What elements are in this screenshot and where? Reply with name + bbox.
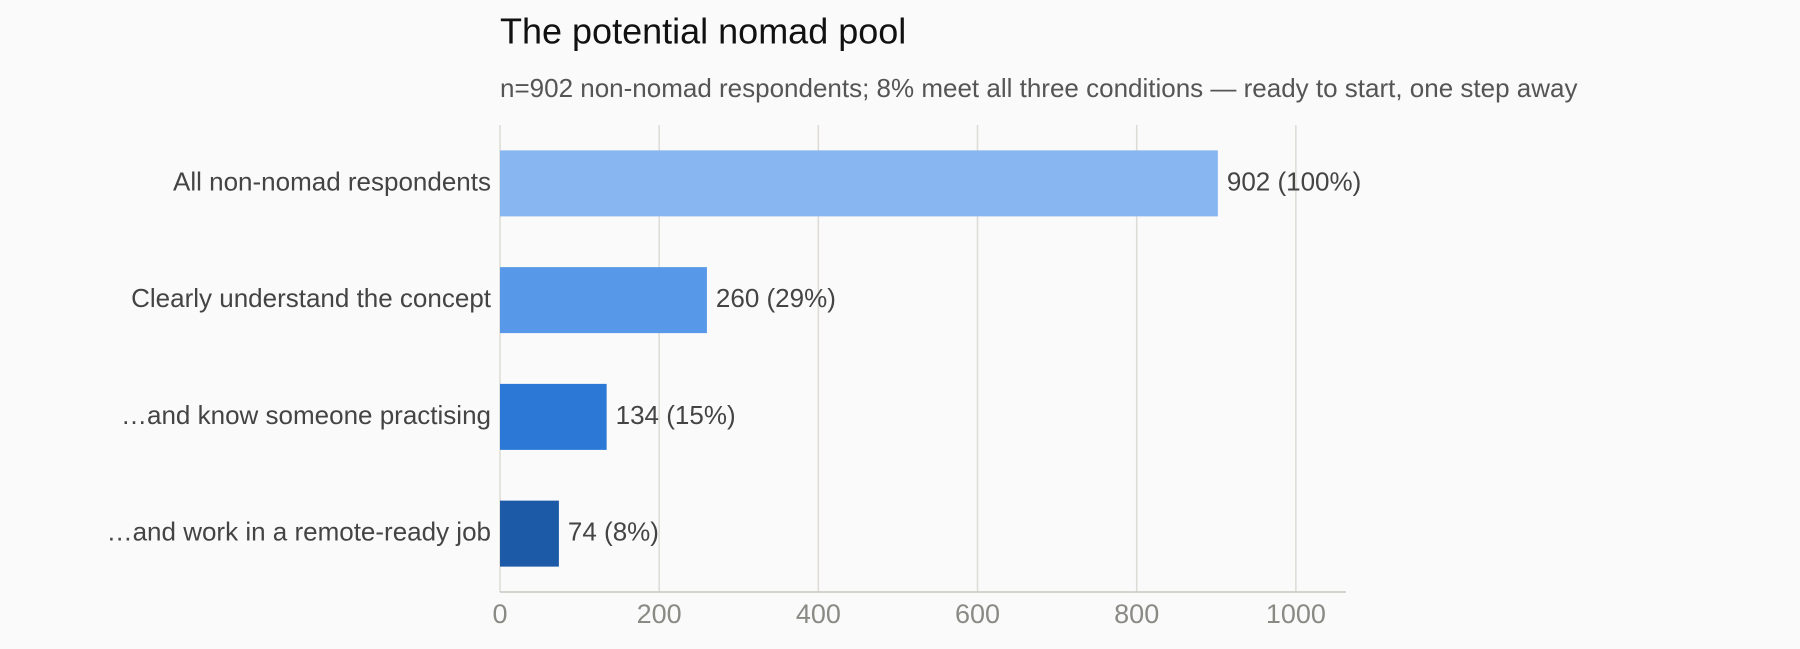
x-tick-label: 1000 (1266, 599, 1326, 629)
value-label: 134 (15%) (616, 400, 736, 430)
x-tick-label: 200 (637, 599, 682, 629)
x-tick-label: 800 (1114, 599, 1159, 629)
y-tick-label: …and work in a remote-ready job (107, 517, 491, 547)
x-tick-label: 600 (955, 599, 1000, 629)
y-tick-label: All non-nomad respondents (173, 166, 491, 196)
value-label: 902 (100%) (1227, 166, 1361, 196)
x-tick-label: 400 (796, 599, 841, 629)
y-tick-label: Clearly understand the concept (131, 283, 492, 313)
value-label: 74 (8%) (568, 517, 659, 547)
x-tick-label: 0 (492, 599, 507, 629)
y-tick-label: …and know someone practising (121, 400, 491, 430)
chart-subtitle: n=902 non-nomad respondents; 8% meet all… (500, 73, 1577, 103)
bar (500, 383, 607, 450)
chart-title: The potential nomad pool (500, 11, 906, 52)
bar (500, 267, 707, 334)
bar (500, 150, 1218, 217)
value-label: 260 (29%) (716, 283, 836, 313)
bar (500, 500, 559, 567)
